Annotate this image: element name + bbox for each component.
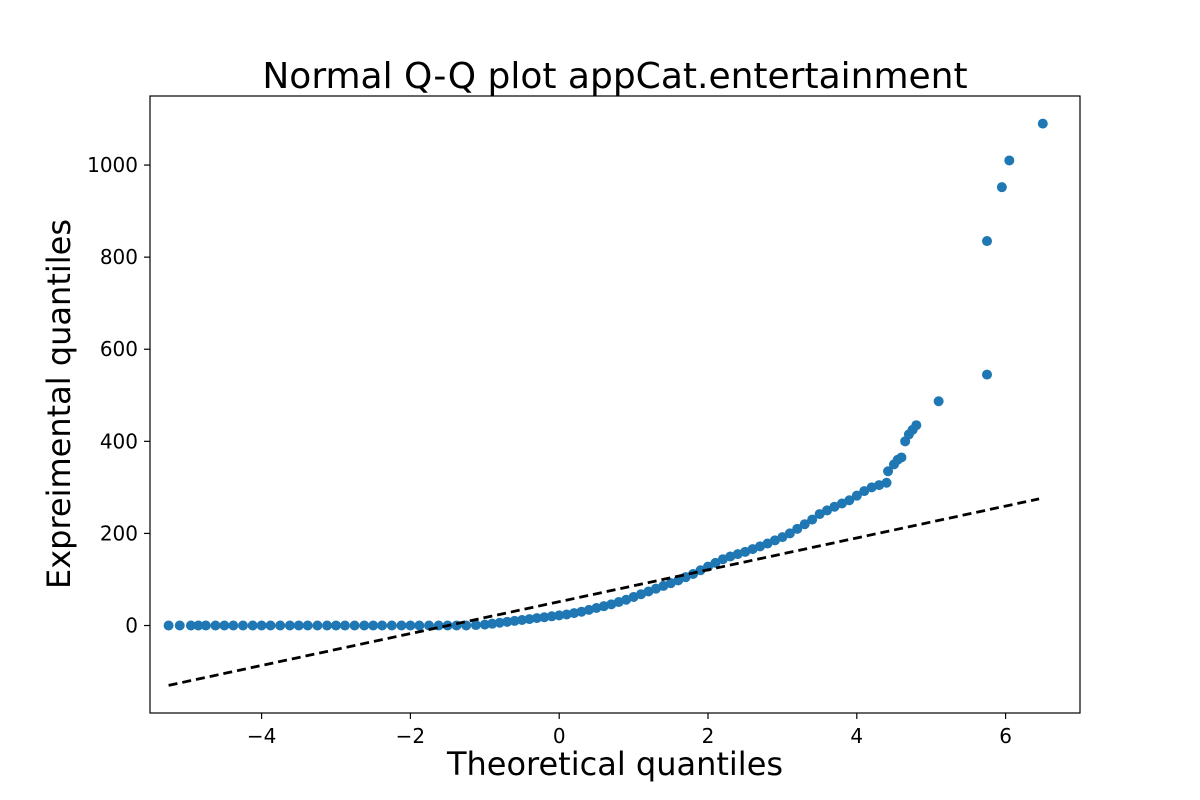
data-point — [200, 620, 211, 631]
data-point — [302, 620, 313, 631]
data-point — [185, 620, 196, 631]
data-point — [377, 620, 388, 631]
data-point — [822, 505, 833, 516]
data-point — [710, 557, 721, 568]
y-tick-label: 0 — [125, 614, 138, 638]
data-point — [777, 532, 788, 543]
data-point — [695, 565, 706, 576]
x-tick-label: 4 — [850, 724, 863, 748]
data-point — [487, 618, 498, 629]
data-point — [859, 486, 870, 497]
data-point — [174, 620, 185, 631]
data-point — [799, 519, 810, 530]
data-point — [228, 620, 239, 631]
data-point — [561, 609, 572, 620]
data-point — [844, 495, 855, 506]
data-point — [405, 620, 416, 631]
data-point — [284, 620, 295, 631]
data-point — [569, 608, 580, 619]
data-point — [881, 477, 892, 488]
data-point — [265, 620, 276, 631]
y-tick-label: 1000 — [87, 153, 138, 177]
data-point — [247, 620, 258, 631]
y-tick-label: 600 — [100, 337, 138, 361]
data-point — [539, 612, 550, 623]
data-point — [1037, 118, 1048, 129]
data-point — [256, 620, 267, 631]
data-point — [1004, 155, 1015, 166]
data-point — [219, 620, 230, 631]
data-point — [814, 509, 825, 520]
data-point — [312, 620, 323, 631]
data-point — [982, 369, 992, 380]
data-point — [210, 620, 221, 631]
data-point — [982, 236, 992, 247]
data-point — [554, 610, 565, 621]
data-point — [531, 613, 542, 624]
x-tick-label: −2 — [396, 724, 425, 748]
data-point — [470, 620, 481, 631]
data-point — [509, 615, 520, 626]
data-point — [275, 620, 286, 631]
data-point — [386, 620, 397, 631]
x-tick-label: −4 — [247, 724, 276, 748]
data-point — [339, 620, 350, 631]
chart-title: Normal Q-Q plot appCat.entertainment — [262, 56, 967, 97]
plot-frame — [149, 95, 1081, 714]
data-point — [517, 614, 527, 625]
data-point — [322, 620, 333, 631]
data-point — [368, 620, 379, 631]
data-point — [911, 420, 922, 431]
data-point — [479, 619, 490, 630]
data-point — [996, 182, 1007, 193]
data-point — [193, 620, 204, 631]
data-point — [851, 490, 862, 501]
y-tick-label: 200 — [100, 521, 138, 545]
data-point — [807, 514, 818, 525]
data-point — [546, 611, 557, 622]
data-point — [502, 616, 513, 627]
x-tick-label: 6 — [999, 724, 1012, 748]
y-tick-label: 800 — [100, 245, 138, 269]
data-point — [359, 620, 370, 631]
x-tick-label: 0 — [553, 724, 566, 748]
data-point — [494, 617, 505, 628]
reference-line — [168, 497, 1040, 687]
data-point — [396, 620, 407, 631]
data-point — [784, 528, 795, 539]
x-tick-label: 2 — [702, 724, 715, 748]
data-point — [414, 620, 425, 631]
data-point — [883, 466, 894, 477]
data-point — [933, 396, 944, 407]
data-point — [293, 620, 304, 631]
data-point — [896, 452, 907, 463]
data-point — [331, 620, 341, 631]
data-point — [163, 620, 174, 631]
plot-area — [163, 118, 1048, 687]
y-tick-label: 400 — [100, 429, 138, 453]
x-axis-label: Theoretical quantiles — [446, 745, 783, 783]
data-point — [349, 620, 360, 631]
data-point — [792, 523, 803, 534]
data-point — [524, 614, 535, 625]
y-axis-label: Expreimental quantiles — [40, 219, 78, 589]
data-point — [238, 620, 248, 631]
